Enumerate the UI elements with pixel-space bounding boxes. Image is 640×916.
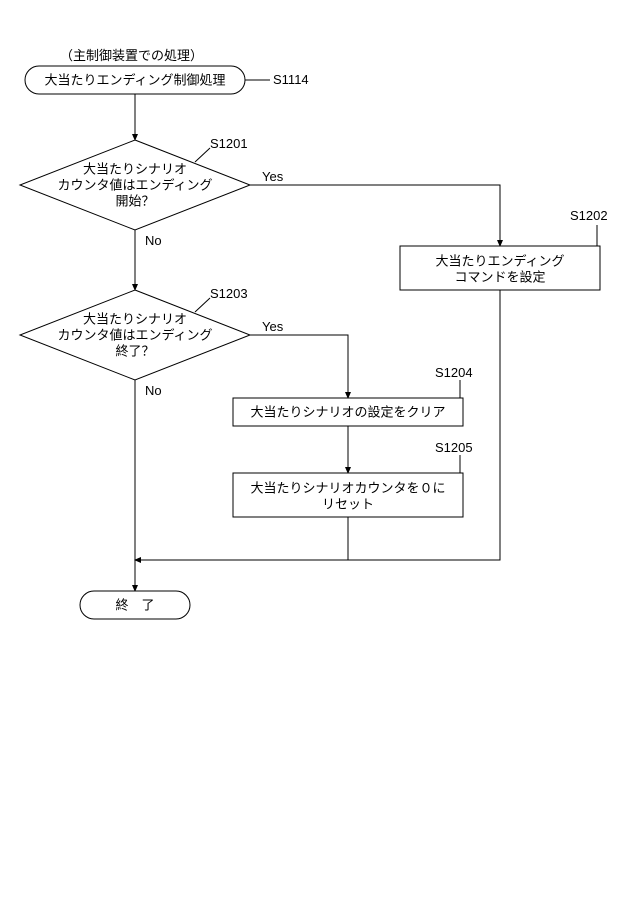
label-s1114: S1114 (273, 72, 309, 87)
d1-no: No (145, 233, 162, 248)
d1-line0: 大当たりシナリオ (83, 161, 187, 176)
label-s1201: S1201 (210, 136, 248, 151)
flow-header: （主制御装置での処理） (60, 48, 203, 63)
label-s1202: S1202 (570, 208, 608, 223)
node-end: 終 了 (80, 591, 190, 619)
p1-line1: コマンドを設定 (454, 269, 545, 284)
d2-no: No (145, 383, 162, 398)
d2-line1: カウンタ値はエンディング (57, 327, 212, 342)
d2-line2: 終了？ (115, 343, 154, 358)
label-s1205: S1205 (435, 440, 473, 455)
node-start: 大当たりエンディング制御処理 (25, 66, 245, 94)
p1-line0: 大当たりエンディング (435, 253, 564, 268)
d2-line0: 大当たりシナリオ (83, 311, 187, 326)
start-label: 大当たりエンディング制御処理 (44, 72, 225, 87)
p3-line1: リセット (322, 496, 374, 511)
d1-yes: Yes (262, 169, 284, 184)
d2-yes: Yes (262, 319, 284, 334)
node-d1: 大当たりシナリオ カウンタ値はエンディング 開始？ (20, 140, 250, 230)
node-p1: 大当たりエンディング コマンドを設定 (400, 246, 600, 290)
node-p2: 大当たりシナリオの設定をクリア (233, 398, 463, 426)
node-d2: 大当たりシナリオ カウンタ値はエンディング 終了？ (20, 290, 250, 380)
p3-line0: 大当たりシナリオカウンタを０に (250, 480, 445, 495)
d1-line1: カウンタ値はエンディング (57, 177, 212, 192)
node-p3: 大当たりシナリオカウンタを０に リセット (233, 473, 463, 517)
label-s1203: S1203 (210, 286, 248, 301)
label-s1204: S1204 (435, 365, 473, 380)
d1-line2: 開始？ (115, 193, 154, 208)
end-label: 終 了 (115, 597, 154, 612)
p2-line0: 大当たりシナリオの設定をクリア (250, 404, 445, 419)
